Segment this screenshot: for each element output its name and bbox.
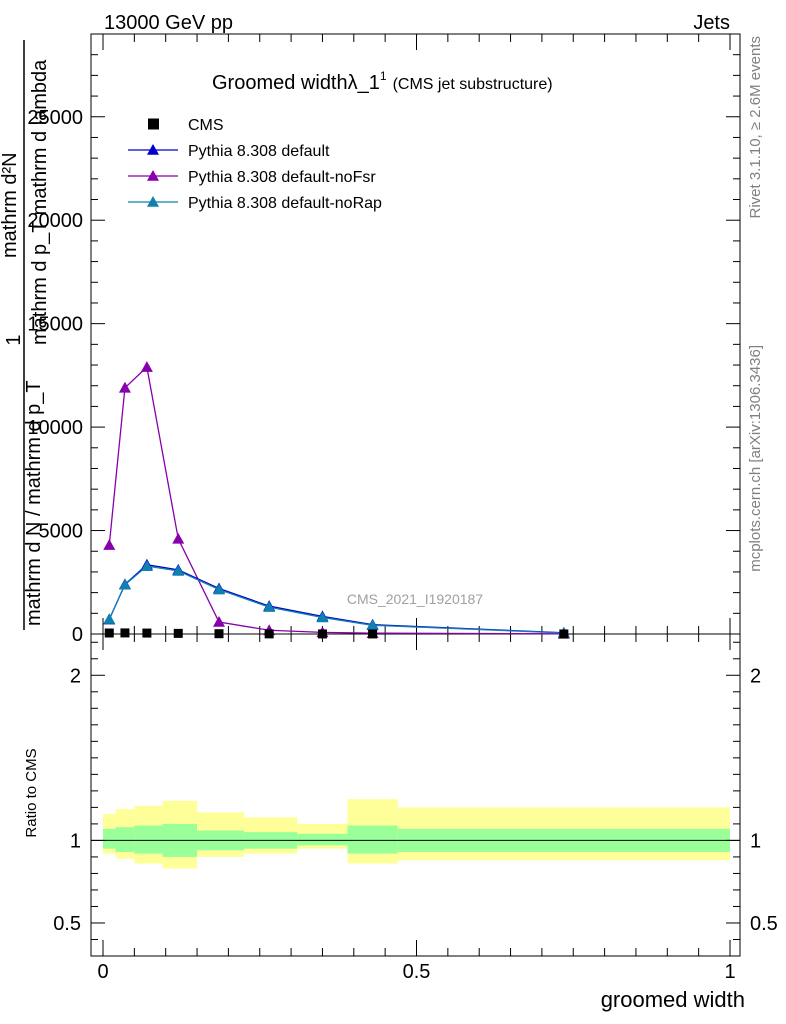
x-ticks: 0 0.5 1 [97, 34, 736, 983]
series-line-2 [108, 365, 564, 635]
series-point-3 [366, 619, 379, 631]
ratio-inner-band-0 [103, 828, 116, 849]
main-ylabel: 1 mathrm d N / mathrm d p_T mathrm d²N m… [0, 40, 51, 630]
main-y-tick-label: 15000 [27, 314, 83, 336]
ratio-inner-band-7 [347, 825, 398, 854]
series-point-3 [172, 564, 185, 576]
cms-data-point [317, 629, 327, 639]
main-ylabel-top: mathrm d²N [0, 152, 21, 258]
ratio-y-tick-label-left: 0.5 [53, 913, 81, 935]
series-2 [103, 361, 570, 639]
series-point-3 [316, 611, 329, 623]
x-tick-label: 1 [724, 961, 735, 983]
header-left: 13000 GeV pp [104, 12, 233, 34]
series-0 [104, 628, 569, 639]
chart-title-text: Groomed widthλ_1 [212, 72, 380, 94]
series-point-3 [263, 601, 276, 612]
main-ylabel-bottom: mathrm d N / mathrm d p_T [23, 380, 45, 626]
legend-label-3: Pythia 8.308 default-noRap [188, 195, 382, 212]
series-point-2 [212, 616, 225, 627]
main-y-ticks: 0 5000 10000 15000 20000 25000 [27, 33, 740, 646]
series-point-3 [118, 578, 131, 590]
ratio-ylabel: Ratio to CMS [23, 748, 40, 837]
ratio-y-ticks: 0.5 0.5 1 1 2 2 [53, 641, 778, 940]
legend-label-2: Pythia 8.308 default-noFsr [188, 169, 376, 186]
series-point-3 [212, 583, 225, 595]
series-point-2 [140, 361, 153, 372]
chart-title-superscript: 1 [380, 69, 387, 83]
x-tick-label: 0.5 [403, 961, 431, 983]
series-line-3 [108, 565, 564, 634]
series-point-2 [172, 532, 185, 544]
mcplots-label: mcplots.cern.ch [arXiv:1306.3436] [747, 345, 764, 572]
legend-marker-cms [148, 118, 159, 130]
ratio-y-tick-label-right: 2 [750, 665, 761, 687]
cms-data-point [264, 629, 274, 639]
ratio-panel-frame [90, 633, 741, 957]
main-y-tick-label: 5000 [39, 521, 84, 543]
legend-marker-2 [147, 170, 159, 181]
ratio-y-tick-label-right: 1 [750, 830, 761, 852]
legend-marker-3 [147, 196, 159, 207]
series-point-2 [118, 381, 131, 393]
chart-subtitle: (CMS jet substructure) [393, 76, 553, 93]
ratio-inner-band-6 [297, 833, 348, 846]
series-point-3 [140, 560, 153, 571]
cms-data-point [368, 629, 378, 639]
ratio-inner-band-2 [134, 825, 163, 854]
main-y-tick-label: 20000 [27, 210, 83, 232]
legend-label-1: Pythia 8.308 default [188, 143, 330, 160]
main-ylabel-one: 1 [3, 334, 25, 345]
chart-title: Groomed widthλ_11 (CMS jet substructure) [212, 69, 553, 94]
legend-marker-1 [147, 144, 159, 155]
legend-label-0: CMS [188, 117, 224, 134]
main-y-tick-label: 10000 [27, 417, 83, 439]
cms-data-point [214, 629, 224, 639]
ratio-y-tick-label-left: 1 [70, 830, 81, 852]
cms-data-point [173, 628, 183, 638]
ratio-y-tick-label-right: 0.5 [750, 913, 778, 935]
x-tick-label: 0 [97, 961, 108, 983]
main-ylabel-top-sub: mathrm d p_T mathrm d lambda [29, 59, 51, 345]
analysis-watermark: CMS_2021_I1920187 [347, 591, 483, 607]
series-3 [103, 560, 570, 638]
cms-data-point [104, 628, 114, 638]
ratio-inner-band-1 [115, 827, 135, 852]
series-layer [103, 361, 570, 639]
header-right: Jets [693, 12, 730, 34]
legend: CMS Pythia 8.308 default Pythia 8.308 defa… [128, 117, 382, 212]
x-axis-label: groomed width [601, 987, 745, 1012]
main-y-tick-label: 25000 [27, 107, 83, 129]
cms-data-point [559, 629, 569, 639]
ratio-bands [103, 799, 730, 869]
cms-data-point [142, 628, 152, 638]
main-y-tick-label: 0 [72, 624, 83, 646]
cms-data-point [120, 628, 130, 638]
series-point-3 [103, 613, 116, 624]
series-point-2 [103, 539, 116, 550]
rivet-label: Rivet 3.1.10, ≥ 2.6M events [747, 36, 764, 219]
ratio-y-tick-label-left: 2 [70, 665, 81, 687]
